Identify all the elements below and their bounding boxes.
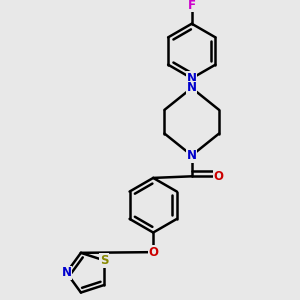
Text: N: N bbox=[61, 266, 71, 279]
Text: N: N bbox=[187, 72, 197, 85]
Text: S: S bbox=[100, 254, 109, 267]
Text: N: N bbox=[187, 149, 197, 162]
Text: O: O bbox=[213, 170, 224, 183]
Text: O: O bbox=[148, 246, 158, 259]
Text: F: F bbox=[188, 0, 196, 12]
Text: N: N bbox=[187, 82, 197, 94]
